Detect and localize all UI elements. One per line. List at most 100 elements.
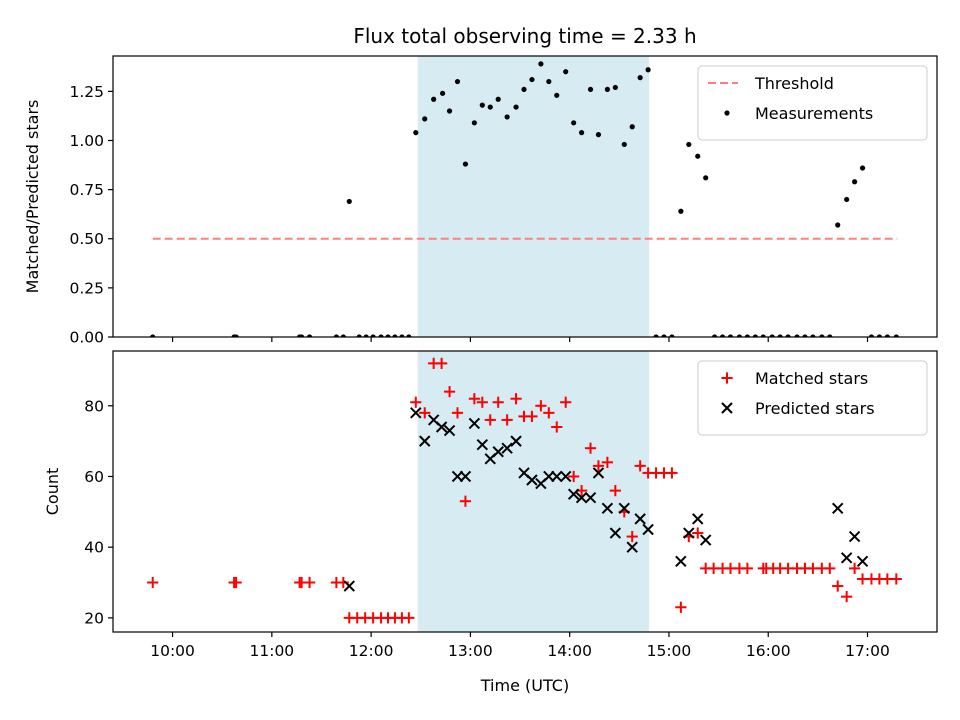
measurement-point xyxy=(356,334,362,337)
measurement-point xyxy=(612,84,618,91)
predicted-star-point xyxy=(435,421,448,433)
matched-star-point xyxy=(849,562,861,574)
predicted-star-point-b xyxy=(343,580,355,592)
predicted-star-point xyxy=(626,541,638,553)
x-tick-label: 16:00 xyxy=(746,642,791,660)
predicted-star-point-b xyxy=(427,414,440,426)
measurement-point xyxy=(346,198,352,205)
measurement-point xyxy=(571,120,577,126)
predicted-star-point-b xyxy=(840,552,853,564)
legend: Matched stars Predicted stars xyxy=(697,360,928,436)
predicted-star-point-b xyxy=(501,442,513,454)
x-tick-label: 10:00 xyxy=(150,642,195,660)
legend-swatch-x xyxy=(721,402,733,414)
legend-series-label: Matched stars xyxy=(755,369,868,388)
measurement-point xyxy=(546,78,552,85)
measurement-point xyxy=(454,78,461,85)
legend-swatch-dot xyxy=(724,110,730,116)
measurement-point xyxy=(686,141,692,148)
predicted-star-point xyxy=(468,417,481,430)
predicted-star-point-b xyxy=(692,513,704,525)
predicted-star-point xyxy=(584,491,597,504)
measurement-point xyxy=(378,334,384,337)
measurement-point xyxy=(794,334,800,337)
legend-swatch-plus xyxy=(721,372,733,384)
y-tick-label: 0.00 xyxy=(69,329,104,347)
measurement-point xyxy=(370,334,376,337)
measurement-point xyxy=(744,334,750,337)
measurement-point xyxy=(884,334,890,337)
predicted-star-point-b xyxy=(526,474,538,486)
measurement-point xyxy=(653,334,659,337)
matched-star-point xyxy=(832,580,844,592)
predicted-star-point xyxy=(419,435,431,447)
measurement-point xyxy=(859,165,866,171)
predicted-star-point xyxy=(840,552,853,564)
chart-title: Flux total observing time = 2.33 h xyxy=(353,24,696,48)
axes-frame xyxy=(112,55,938,338)
measurement-point xyxy=(431,96,437,102)
measurement-point xyxy=(521,86,527,93)
predicted-star-point-b xyxy=(675,555,687,568)
measurement-point xyxy=(538,61,544,67)
measurement-point xyxy=(233,334,239,337)
measurement-point xyxy=(604,86,611,93)
matched-star-point xyxy=(492,396,504,408)
measurement-point xyxy=(629,124,635,130)
predicted-star-point xyxy=(832,502,844,514)
predicted-star-point xyxy=(848,530,861,543)
measurement-point xyxy=(769,334,775,337)
predicted-star-point-b xyxy=(848,530,861,543)
predicted-star-point xyxy=(575,491,588,504)
matched-star-point xyxy=(436,357,448,369)
measurement-point xyxy=(446,108,453,114)
predicted-star-point-b xyxy=(510,435,522,447)
measurement-point xyxy=(669,334,675,337)
measurement-point xyxy=(440,90,446,96)
y-tick-label: 0.75 xyxy=(69,181,104,199)
predicted-star-point-b xyxy=(618,502,630,514)
x-tick-label: 11:00 xyxy=(250,642,295,660)
matched-star-point xyxy=(824,562,836,574)
measurement-point xyxy=(785,334,791,337)
measurement-point xyxy=(868,334,875,337)
matched-star-point xyxy=(230,576,242,589)
measurement-point xyxy=(819,334,825,337)
measurement-point xyxy=(578,130,585,136)
measurement-point xyxy=(852,179,858,185)
measurement-point xyxy=(392,334,398,337)
legend-series-label: Predicted stars xyxy=(755,399,875,418)
measurement-point xyxy=(802,334,808,337)
measurement-point xyxy=(810,334,816,337)
y-tick-label: 1.00 xyxy=(69,132,104,150)
measurement-point xyxy=(529,76,535,83)
axes-frame xyxy=(112,350,938,633)
legend-threshold-label: Threshold xyxy=(754,74,834,93)
predicted-star-point xyxy=(459,470,472,483)
matched-star-point xyxy=(841,591,853,603)
measurement-point xyxy=(893,334,899,337)
predicted-star-point xyxy=(476,438,489,451)
measurement-point xyxy=(727,334,734,337)
ratio-panel: 0.00 0.25 0.50 0.75 1.00 1.25 Matched/Predicte… xyxy=(23,55,938,347)
predicted-star-point xyxy=(683,527,695,539)
predicted-star-point-b xyxy=(410,407,422,419)
predicted-star-point xyxy=(343,580,355,592)
x-tick-label: 17:00 xyxy=(845,642,890,660)
measurement-point xyxy=(513,104,519,110)
measurement-point xyxy=(333,334,339,337)
matched-star-point xyxy=(410,396,422,408)
matched-star-point xyxy=(443,386,456,398)
measurement-point xyxy=(835,222,841,228)
matched-star-point xyxy=(526,410,538,422)
predicted-star-point-b xyxy=(443,424,456,437)
predicted-star-point xyxy=(601,502,614,514)
matched-star-point xyxy=(666,467,678,479)
measurement-point xyxy=(645,67,651,73)
measurement-point xyxy=(504,114,510,120)
y-axis-title: Matched/Predicted stars xyxy=(23,100,42,294)
measurement-point xyxy=(340,334,346,337)
measurement-point xyxy=(637,75,643,81)
predicted-star-point-b xyxy=(832,502,844,514)
predicted-star-point-b xyxy=(856,555,869,568)
